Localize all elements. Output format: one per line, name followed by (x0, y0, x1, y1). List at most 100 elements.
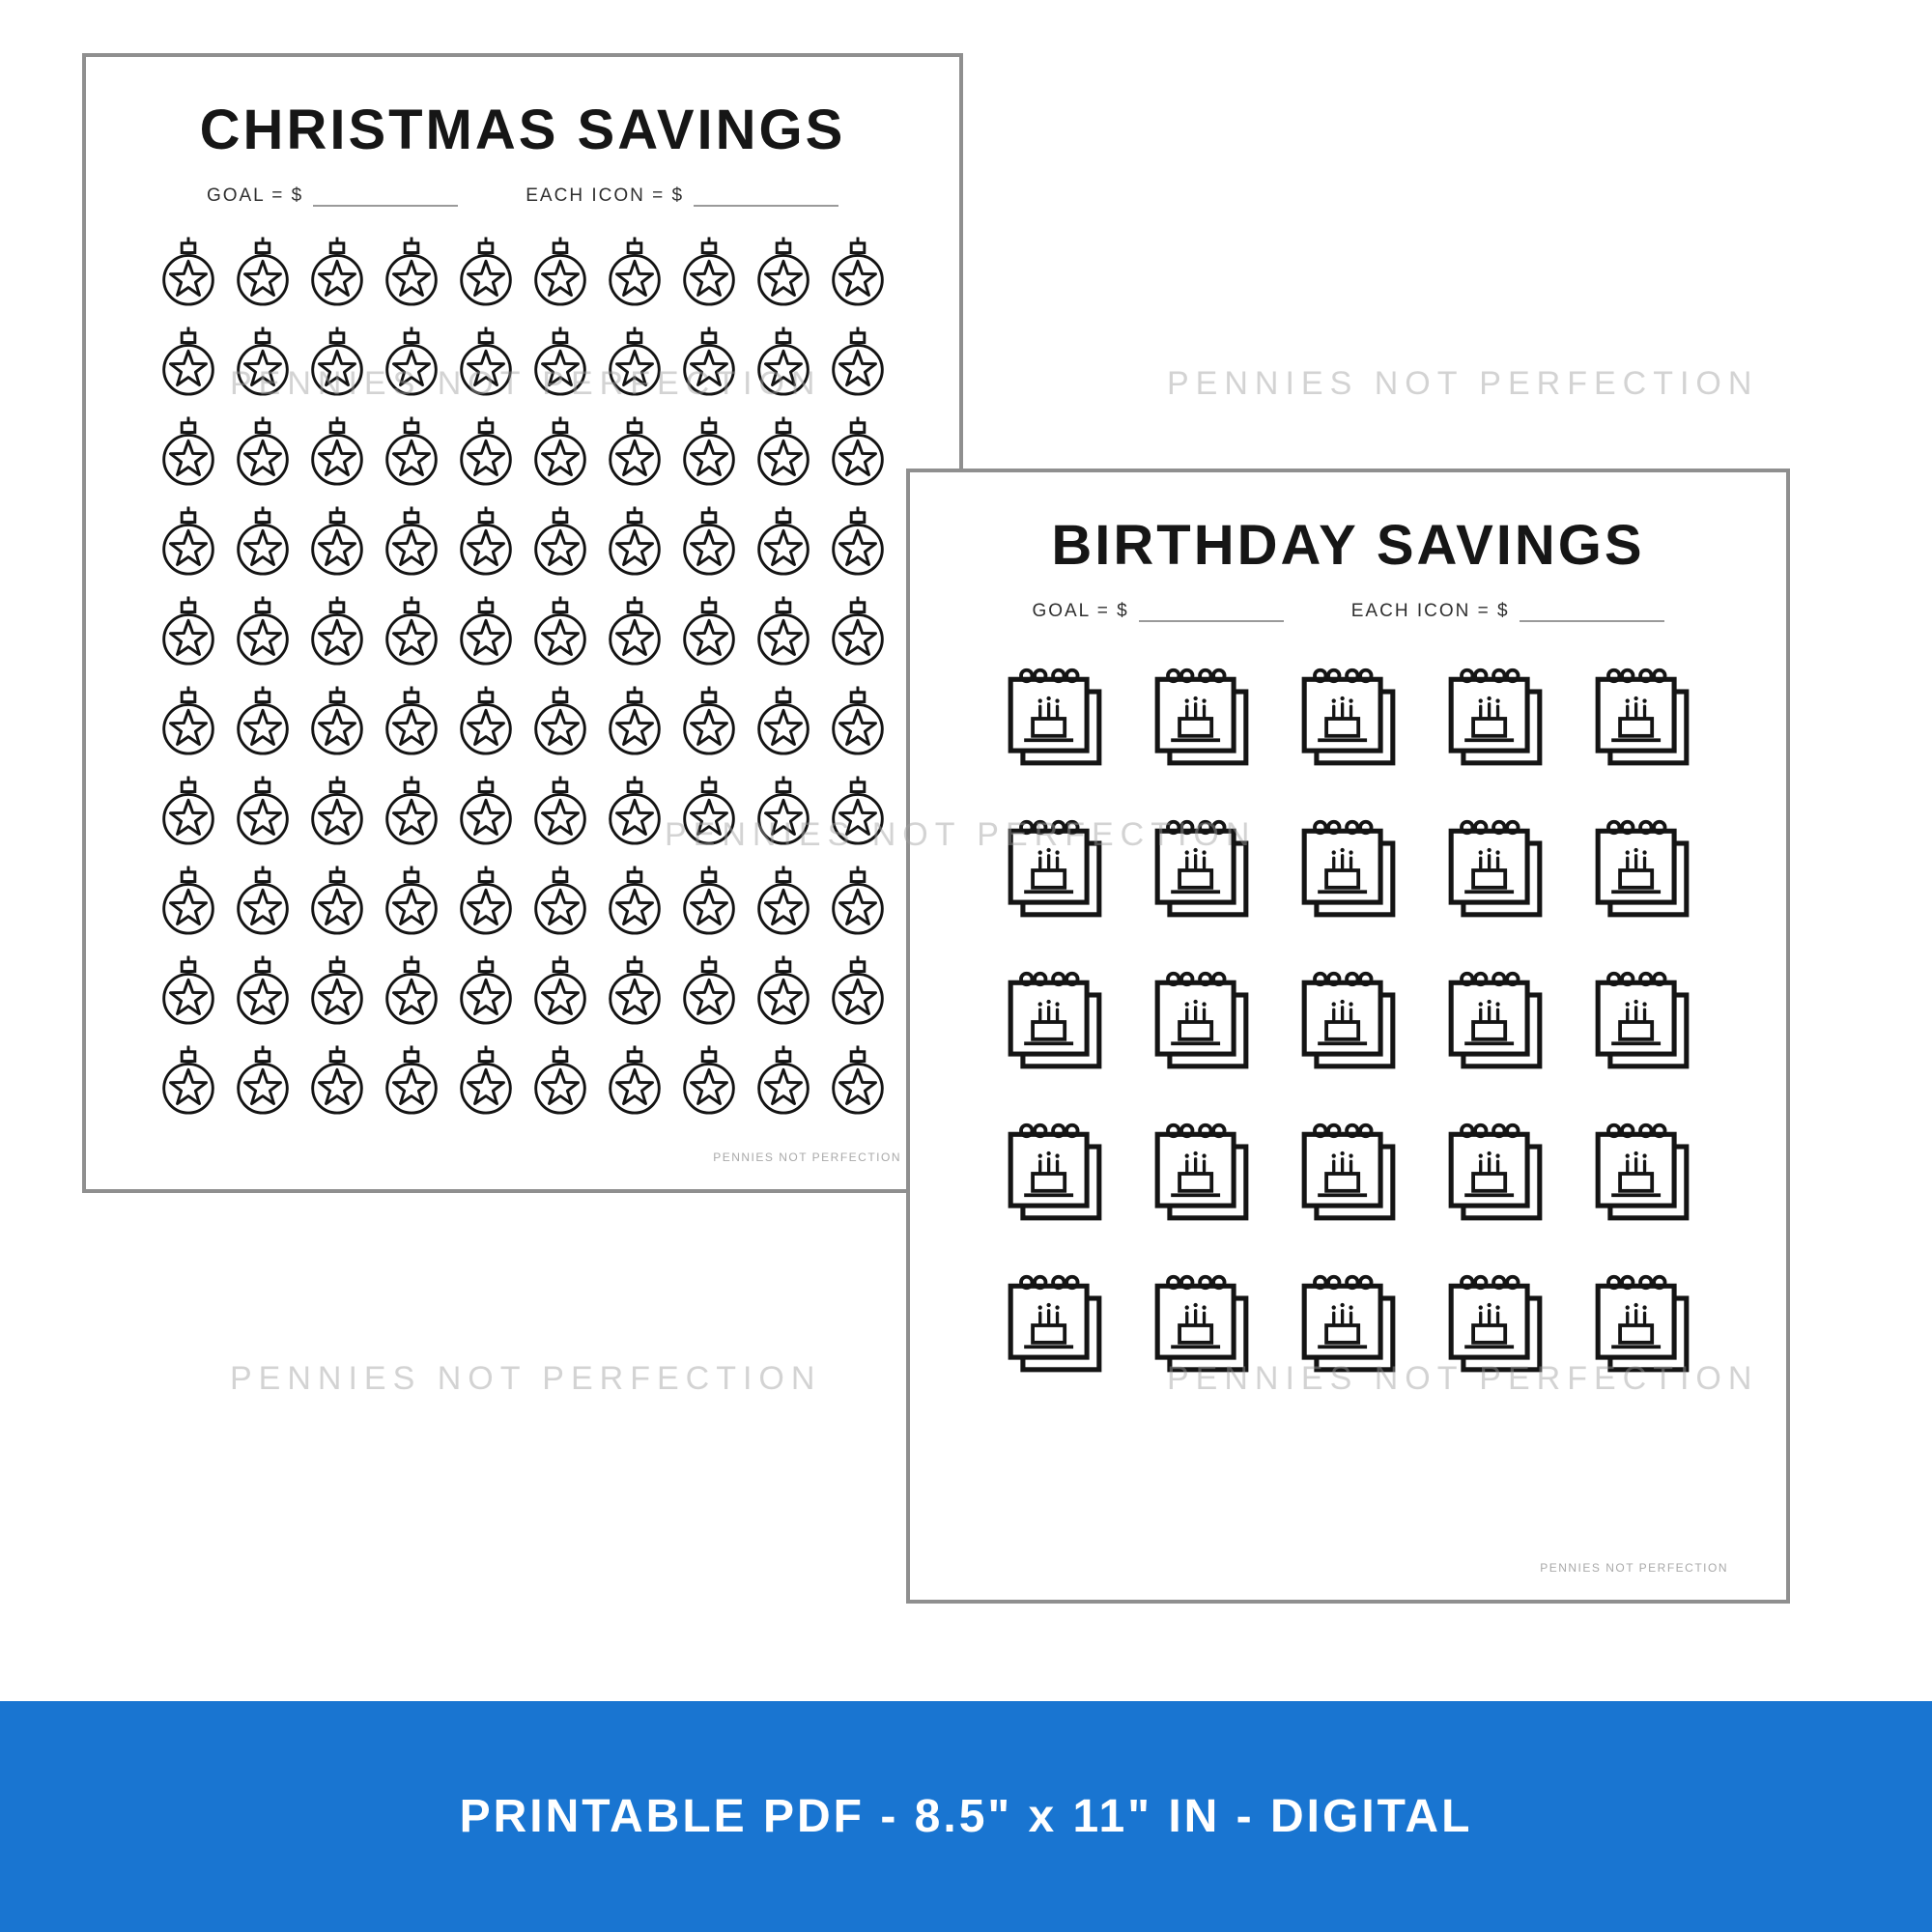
christmas-ornament-icon (756, 237, 810, 306)
christmas-ornament-icon (831, 776, 884, 845)
christmas-ornament-icon (682, 416, 735, 486)
christmas-ornament-icon (831, 955, 884, 1025)
birthday-calendar-grid (910, 665, 1786, 1379)
christmas-savings-page: CHRISTMAS SAVINGS GOAL = $ EACH ICON = $ (82, 53, 963, 1193)
christmas-ornament-icon (459, 416, 512, 486)
christmas-ornament-icon (459, 506, 512, 576)
christmas-ornament-icon (831, 686, 884, 755)
birthday-calendar-cake-icon (1008, 1274, 1101, 1373)
christmas-ornament-icon (756, 955, 810, 1025)
christmas-ornament-icon (236, 955, 289, 1025)
birthday-goal-row: GOAL = $ EACH ICON = $ (910, 601, 1786, 622)
christmas-ornament-icon (459, 237, 512, 306)
birthday-calendar-cake-icon (1154, 819, 1248, 918)
christmas-goal-row: GOAL = $ EACH ICON = $ (86, 185, 959, 207)
christmas-ornament-icon (161, 776, 214, 845)
birthday-each-icon-blank-line (1519, 605, 1664, 622)
christmas-ornament-icon (533, 686, 586, 755)
birthday-calendar-cake-icon (1595, 668, 1689, 766)
christmas-ornament-icon (236, 596, 289, 666)
christmas-ornament-icon (384, 506, 438, 576)
christmas-ornament-icon (756, 866, 810, 935)
christmas-ornament-icon (682, 1045, 735, 1115)
christmas-ornament-icon (236, 866, 289, 935)
christmas-ornament-icon (310, 955, 363, 1025)
christmas-ornament-icon (236, 237, 289, 306)
christmas-ornament-icon (756, 416, 810, 486)
christmas-ornament-icon (384, 955, 438, 1025)
christmas-ornament-icon (236, 686, 289, 755)
christmas-ornament-icon (608, 776, 661, 845)
banner-text: PRINTABLE PDF - 8.5" x 11" IN - DIGITAL (459, 1791, 1473, 1842)
christmas-ornament-icon (161, 686, 214, 755)
christmas-ornament-icon (459, 686, 512, 755)
christmas-ornament-icon (459, 776, 512, 845)
christmas-ornament-icon (831, 596, 884, 666)
christmas-ornament-icon (310, 237, 363, 306)
birthday-calendar-cake-icon (1301, 668, 1395, 766)
birthday-calendar-cake-icon (1448, 1122, 1542, 1221)
christmas-ornament-icon (756, 327, 810, 396)
christmas-ornament-icon (161, 506, 214, 576)
christmas-ornament-icon (384, 776, 438, 845)
christmas-page-credit: PENNIES NOT PERFECTION (713, 1151, 901, 1164)
birthday-calendar-cake-icon (1154, 1122, 1248, 1221)
birthday-calendar-cake-icon (1301, 1274, 1395, 1373)
christmas-ornament-icon (682, 866, 735, 935)
christmas-ornament-icon (608, 506, 661, 576)
christmas-ornament-icon (533, 506, 586, 576)
christmas-ornament-icon (682, 686, 735, 755)
christmas-ornament-icon (533, 237, 586, 306)
christmas-ornament-icon (533, 1045, 586, 1115)
birthday-calendar-cake-icon (1448, 819, 1542, 918)
christmas-ornament-icon (756, 506, 810, 576)
christmas-ornament-icon (533, 955, 586, 1025)
christmas-ornament-icon (310, 866, 363, 935)
christmas-ornament-icon (608, 1045, 661, 1115)
birthday-calendar-cake-icon (1008, 971, 1101, 1069)
birthday-page-credit: PENNIES NOT PERFECTION (1540, 1561, 1728, 1575)
christmas-ornament-icon (608, 596, 661, 666)
bottom-banner: PRINTABLE PDF - 8.5" x 11" IN - DIGITAL (0, 1701, 1932, 1932)
christmas-ornament-icon (161, 416, 214, 486)
christmas-ornament-icon (682, 506, 735, 576)
christmas-ornament-icon (682, 327, 735, 396)
christmas-page-title: CHRISTMAS SAVINGS (199, 99, 846, 161)
christmas-ornament-icon (831, 506, 884, 576)
christmas-ornament-icon (533, 416, 586, 486)
christmas-ornament-icon (831, 1045, 884, 1115)
christmas-ornament-icon (384, 327, 438, 396)
christmas-ornament-icon (831, 237, 884, 306)
christmas-ornament-icon (161, 237, 214, 306)
birthday-calendar-cake-icon (1448, 1274, 1542, 1373)
christmas-ornament-icon (384, 237, 438, 306)
christmas-ornament-icon (384, 416, 438, 486)
christmas-ornament-icon (756, 1045, 810, 1115)
christmas-ornament-icon (310, 327, 363, 396)
christmas-ornament-icon (310, 1045, 363, 1115)
birthday-calendar-cake-icon (1301, 1122, 1395, 1221)
christmas-ornament-icon (533, 327, 586, 396)
christmas-ornament-icon (682, 955, 735, 1025)
birthday-calendar-cake-icon (1595, 971, 1689, 1069)
christmas-ornament-icon (756, 596, 810, 666)
christmas-ornament-icon (236, 1045, 289, 1115)
christmas-ornament-icon (608, 866, 661, 935)
christmas-ornament-grid (86, 236, 959, 1116)
christmas-ornament-icon (384, 596, 438, 666)
christmas-goal-label: GOAL = $ (206, 185, 304, 206)
christmas-each-icon-label: EACH ICON = $ (526, 185, 685, 206)
christmas-ornament-icon (831, 866, 884, 935)
birthday-calendar-cake-icon (1595, 1122, 1689, 1221)
christmas-ornament-icon (682, 237, 735, 306)
birthday-goal-label: GOAL = $ (1032, 601, 1129, 621)
christmas-ornament-icon (310, 506, 363, 576)
christmas-each-icon-blank-line (694, 189, 839, 207)
christmas-ornament-icon (682, 776, 735, 845)
christmas-ornament-icon (608, 327, 661, 396)
christmas-ornament-icon (608, 237, 661, 306)
christmas-ornament-icon (310, 596, 363, 666)
christmas-ornament-icon (161, 1045, 214, 1115)
christmas-ornament-icon (161, 866, 214, 935)
christmas-ornament-icon (161, 596, 214, 666)
